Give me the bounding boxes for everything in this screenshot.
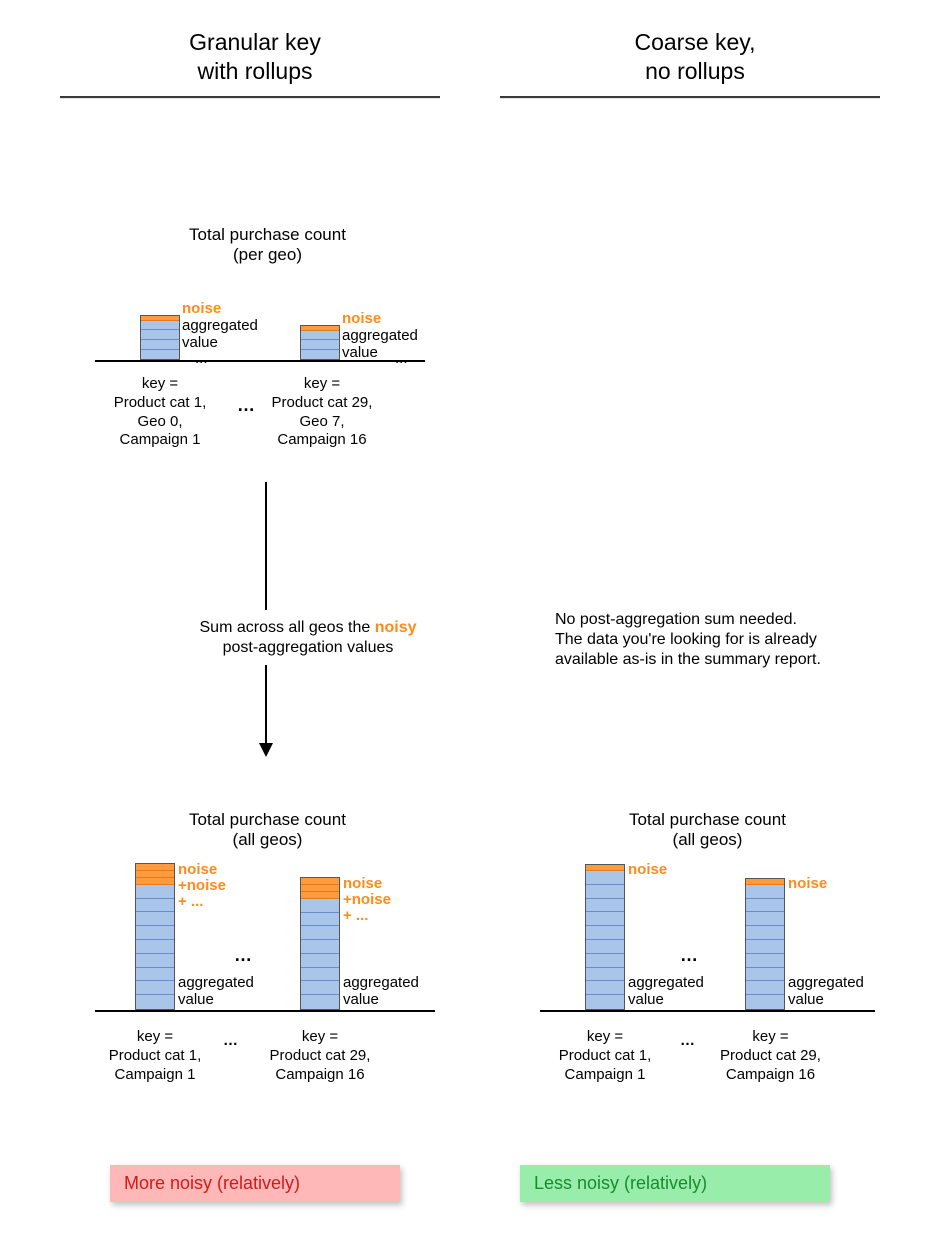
- left-bottom-bar-1: [135, 863, 175, 1010]
- left-top-chart-title: Total purchase count(per geo): [140, 225, 395, 266]
- arrow-segment-1: [265, 482, 267, 610]
- left-top-bar-1-key: key =Product cat 1,Geo 0,Campaign 1: [100, 375, 220, 450]
- left-bottom-ellipsis-2: …: [223, 1032, 238, 1049]
- arrow-segment-2: [265, 665, 267, 745]
- left-result-box: More noisy (relatively): [110, 1165, 400, 1202]
- left-bottom-chart-title: Total purchase count(all geos): [145, 810, 390, 851]
- left-header: Granular keywith rollups: [65, 28, 445, 86]
- left-top-bar-2-noise-label: noise: [342, 311, 381, 327]
- right-bottom-ellipsis-2: …: [680, 1032, 695, 1049]
- right-mid-caption: No post-aggregation sum needed.The data …: [555, 610, 885, 670]
- right-bottom-bar-2-noise-label: noise: [788, 876, 827, 892]
- right-result-box: Less noisy (relatively): [520, 1165, 830, 1202]
- right-bottom-chart-title: Total purchase count(all geos): [585, 810, 830, 851]
- right-rule: [500, 96, 880, 98]
- left-bottom-bar-1-agg-label: aggregatedvalue: [178, 975, 254, 1008]
- right-bottom-bar-2-key: key =Product cat 29,Campaign 16: [708, 1028, 833, 1084]
- right-bottom-axis: [540, 1010, 875, 1012]
- left-top-bar-1-noise-label: noise: [182, 301, 221, 317]
- mid-caption-pre: Sum across all geos the: [200, 619, 375, 636]
- left-bottom-bar-1-noise-label: noise+noise+ ...: [178, 862, 226, 909]
- mid-caption-emph: noisy: [375, 619, 417, 636]
- left-top-bar-1: [140, 315, 180, 360]
- left-bottom-bar-2: [300, 877, 340, 1010]
- left-top-bar-1-dots: ...: [195, 350, 208, 367]
- right-bottom-bar-1-noise-label: noise: [628, 862, 667, 878]
- right-header: Coarse key,no rollups: [505, 28, 885, 86]
- left-rule: [60, 96, 440, 98]
- left-bottom-bar-2-agg-label: aggregatedvalue: [343, 975, 419, 1008]
- right-bottom-ellipsis: …: [680, 945, 698, 966]
- left-mid-caption: Sum across all geos the noisy post-aggreg…: [163, 618, 453, 658]
- right-bottom-bar-1-key: key =Product cat 1,Campaign 1: [545, 1028, 665, 1084]
- left-top-bar-1-agg-label: aggregatedvalue: [182, 318, 258, 351]
- mid-caption-post: post-aggregation values: [223, 639, 394, 656]
- left-top-bar-2-dots: ...: [395, 350, 408, 367]
- right-bottom-bar-1: [585, 864, 625, 1010]
- left-bottom-bar-2-noise-label: noise+noise+ ...: [343, 876, 391, 923]
- left-bottom-axis: [95, 1010, 435, 1012]
- left-top-bar-2: [300, 325, 340, 360]
- arrow-head-icon: [259, 743, 273, 757]
- left-bottom-bar-1-key: key =Product cat 1,Campaign 1: [95, 1028, 215, 1084]
- left-top-ellipsis: …: [237, 395, 255, 416]
- left-top-bar-2-key: key =Product cat 29,Geo 7,Campaign 16: [262, 375, 382, 450]
- left-bottom-bar-2-key: key =Product cat 29,Campaign 16: [260, 1028, 380, 1084]
- right-bottom-bar-1-agg-label: aggregatedvalue: [628, 975, 704, 1008]
- right-bottom-bar-2-agg-label: aggregatedvalue: [788, 975, 864, 1008]
- right-bottom-bar-2: [745, 878, 785, 1010]
- left-bottom-ellipsis: …: [234, 945, 252, 966]
